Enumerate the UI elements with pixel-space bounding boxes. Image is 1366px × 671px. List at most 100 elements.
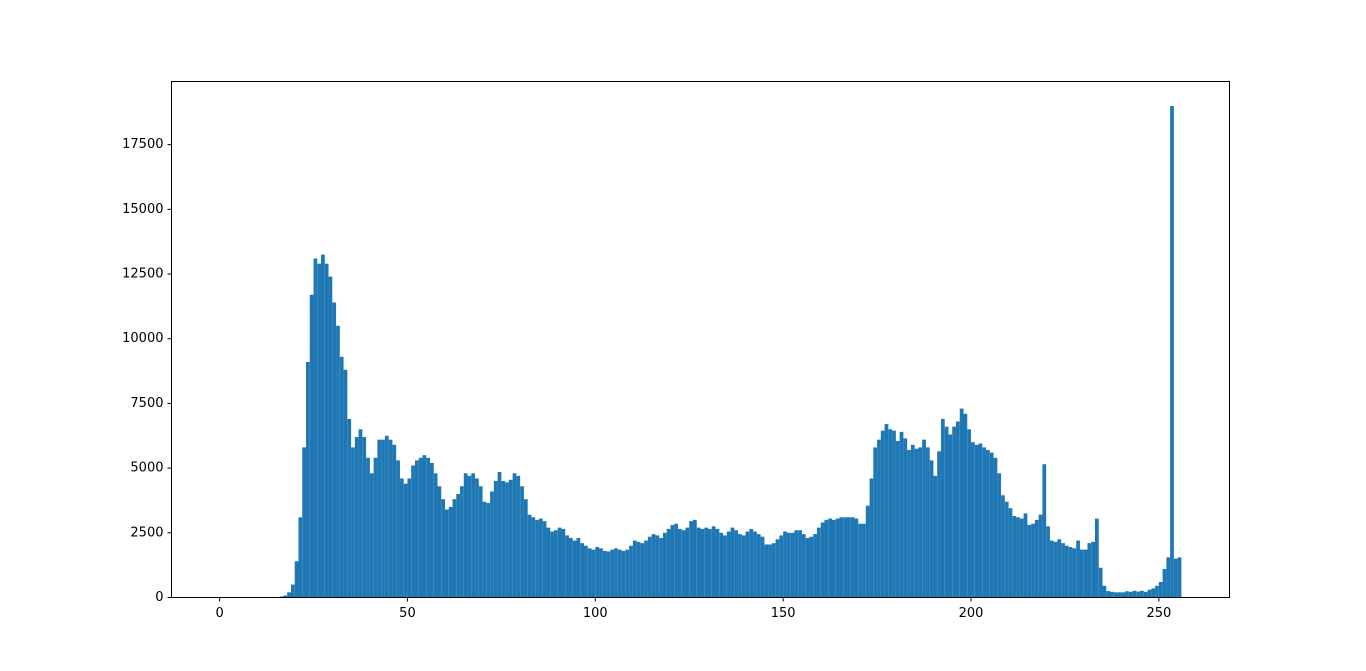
bar	[546, 527, 551, 598]
bar	[843, 517, 848, 598]
bar	[1083, 549, 1088, 598]
bar	[621, 550, 626, 598]
bar	[959, 408, 964, 598]
bar	[411, 465, 415, 598]
bar	[617, 549, 622, 598]
bar	[681, 530, 686, 598]
bar	[892, 430, 896, 598]
bar	[580, 543, 585, 598]
bar	[745, 531, 750, 598]
bar	[520, 486, 524, 598]
bar	[734, 530, 739, 598]
plot-area	[275, 106, 1182, 598]
bar	[880, 430, 885, 598]
bar	[888, 429, 893, 598]
y-tick-label: 17500	[122, 137, 163, 152]
bar	[422, 455, 427, 598]
bar	[437, 486, 442, 598]
bar	[1038, 514, 1043, 598]
bar	[381, 439, 385, 598]
bar	[651, 534, 656, 598]
x-tick-label: 200	[959, 606, 984, 621]
bar	[869, 478, 874, 598]
bar	[1068, 547, 1073, 598]
y-tick-label: 15000	[122, 202, 163, 217]
bar	[700, 528, 705, 598]
bar	[944, 426, 949, 598]
bar	[426, 457, 430, 598]
bar	[336, 325, 340, 598]
bar	[294, 561, 299, 598]
bar	[1162, 569, 1167, 598]
bar	[557, 527, 562, 598]
bar	[1031, 523, 1035, 598]
bar	[388, 439, 393, 598]
bar	[948, 434, 953, 598]
bar	[384, 435, 389, 598]
bar	[982, 447, 987, 598]
bar	[1027, 525, 1032, 598]
bar	[768, 544, 772, 598]
bar	[1019, 518, 1024, 598]
bar	[704, 527, 709, 598]
bar	[1106, 591, 1111, 598]
bar	[306, 362, 310, 598]
bar	[779, 535, 784, 598]
bar	[1173, 558, 1178, 598]
bar	[1110, 591, 1114, 598]
bar	[1143, 591, 1148, 598]
bar	[625, 549, 630, 598]
bar	[396, 460, 400, 598]
bar	[516, 475, 521, 598]
bar	[290, 584, 295, 598]
bar	[644, 540, 648, 598]
bar	[317, 263, 322, 598]
bar	[572, 540, 577, 598]
bar	[602, 550, 607, 598]
bar	[741, 535, 746, 598]
bar	[505, 482, 509, 598]
bar	[362, 437, 367, 598]
bar	[599, 548, 603, 598]
bar	[816, 527, 821, 598]
bar	[1057, 539, 1062, 598]
bar	[1091, 541, 1095, 598]
bar	[786, 532, 791, 598]
bar	[719, 532, 724, 598]
bar	[283, 595, 288, 598]
bar	[1121, 592, 1126, 598]
bar	[354, 437, 359, 598]
bar	[1042, 464, 1047, 598]
bar	[565, 535, 570, 598]
bar	[677, 528, 682, 598]
bar	[1117, 592, 1122, 598]
bar	[576, 537, 581, 598]
bar	[328, 276, 333, 598]
bar	[895, 440, 900, 598]
bar	[1008, 508, 1013, 598]
bar	[738, 534, 742, 598]
bar	[610, 549, 615, 598]
bar	[1079, 549, 1084, 598]
bar	[989, 452, 994, 598]
bar	[854, 518, 859, 598]
bar	[1170, 106, 1174, 598]
bar	[606, 551, 611, 598]
bar	[801, 534, 806, 598]
bar	[711, 526, 716, 598]
bar	[749, 528, 754, 598]
bar	[963, 413, 968, 598]
bar	[756, 534, 761, 598]
bar	[1113, 592, 1118, 598]
bar	[531, 517, 536, 598]
bar	[1064, 545, 1069, 598]
bar	[1001, 495, 1005, 598]
bar	[847, 517, 851, 598]
bar	[358, 429, 363, 598]
bar	[1076, 540, 1080, 598]
bar	[429, 462, 434, 598]
bar	[794, 530, 799, 598]
bar	[760, 536, 765, 598]
bar	[1053, 541, 1058, 598]
bar	[865, 505, 870, 598]
